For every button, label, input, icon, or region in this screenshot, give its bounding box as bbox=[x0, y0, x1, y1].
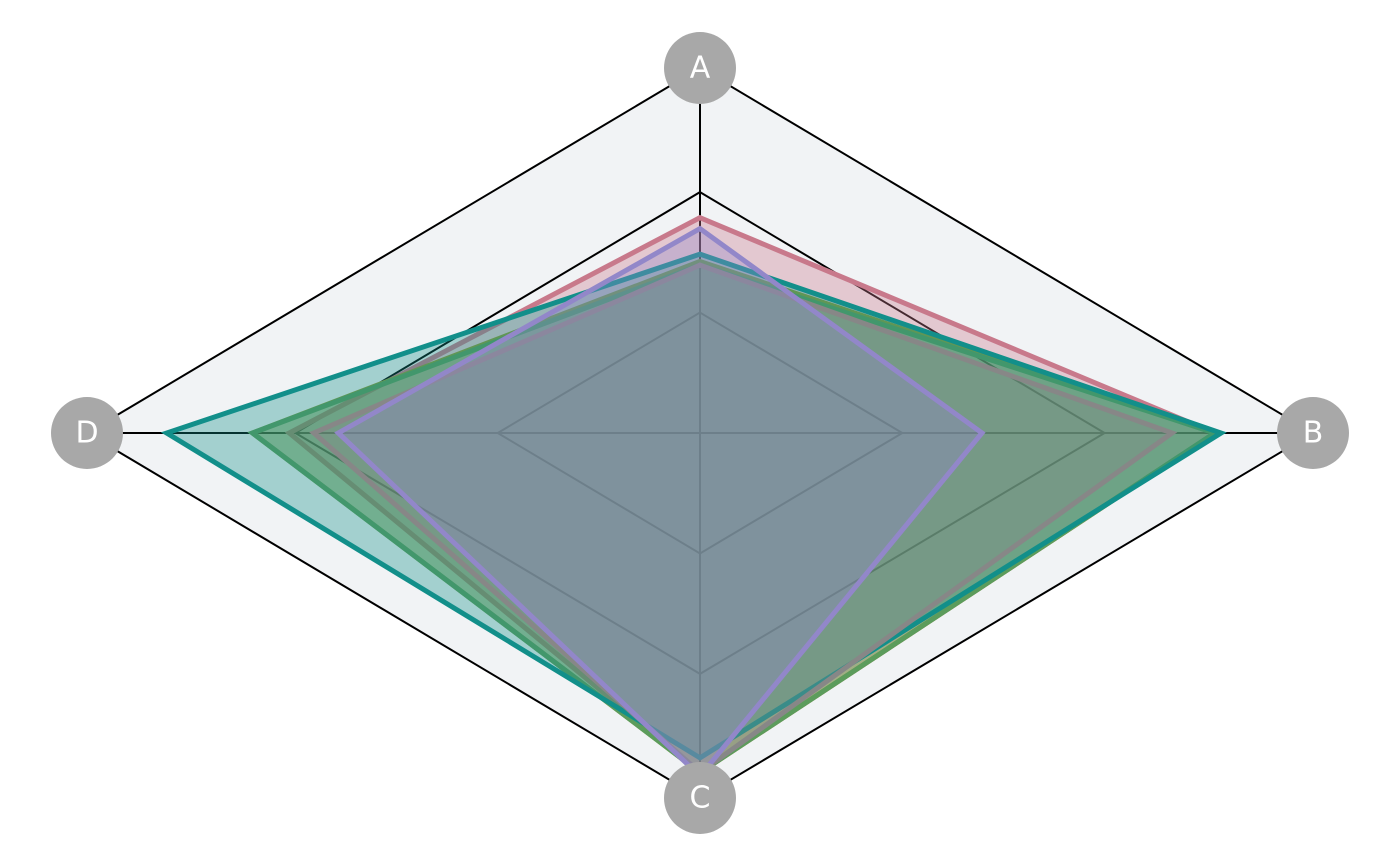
series-area bbox=[252, 261, 1215, 773]
axis-label-circle bbox=[664, 32, 736, 104]
series-area bbox=[338, 228, 982, 777]
axis-labels: A B C D bbox=[51, 32, 1349, 834]
axis-label-letter: B bbox=[1303, 416, 1324, 451]
axis-label-letter: D bbox=[75, 416, 98, 451]
axis-label-circle bbox=[664, 762, 736, 834]
series-area bbox=[252, 265, 1215, 773]
axis-label-letter: C bbox=[690, 781, 711, 816]
axis-label-a: A bbox=[664, 32, 736, 104]
series-outline bbox=[160, 251, 1227, 761]
axis-label-circle bbox=[1277, 397, 1349, 469]
axis-label-b: B bbox=[1277, 397, 1349, 469]
radar-series-layer bbox=[160, 214, 1227, 780]
axis-label-d: D bbox=[51, 397, 123, 469]
series-area bbox=[313, 265, 1173, 773]
axis-label-c: C bbox=[664, 762, 736, 834]
axis-label-letter: A bbox=[690, 51, 711, 86]
axis-label-circle bbox=[51, 397, 123, 469]
